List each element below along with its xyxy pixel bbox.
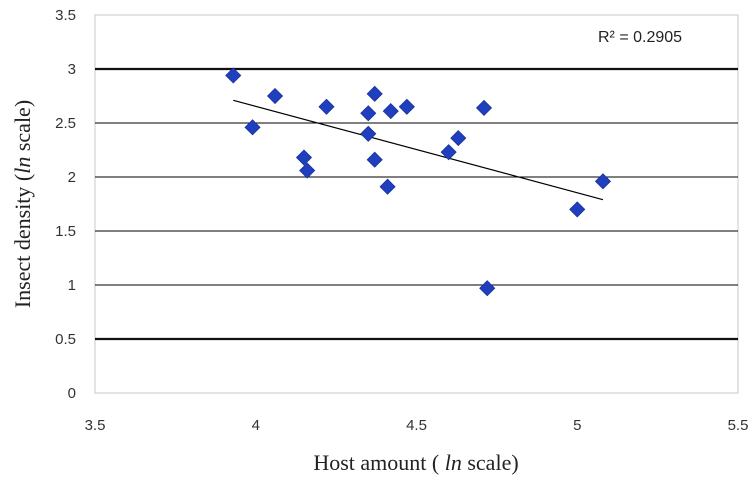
x-tick-labels: 3.5 4 4.5 5 5.5 [85,417,749,434]
data-point [266,87,284,105]
r-squared-annotation: R² = 0.2905 [598,29,682,46]
trendline [233,99,604,201]
data-point [479,280,496,297]
data-point [295,149,313,166]
y-tick-label: 0.5 [55,331,76,348]
data-point [382,103,399,120]
y-tick-label: 2 [68,169,76,186]
data-point [225,67,242,84]
data-point [244,119,261,136]
x-axis-title: Host amount ( ln scale) [313,450,518,475]
data-point [299,162,316,179]
data-points [225,67,612,297]
data-point [450,130,467,147]
data-point [366,85,383,102]
x-tick-label: 4 [252,417,260,434]
data-point [398,98,415,115]
gridlines [95,67,738,394]
plot-frame [94,14,739,394]
x-tick-label: 4.5 [406,417,427,434]
x-tick-label: 5 [573,417,581,434]
data-point [594,173,612,190]
data-point [440,144,457,161]
x-tick-label: 5.5 [728,417,749,434]
y-axis-title: Insect density (ln scale) [10,100,35,308]
y-tick-label: 0 [68,385,76,402]
data-point [366,151,383,168]
y-tick-label: 3.5 [55,7,76,24]
y-tick-label: 2.5 [55,115,76,132]
y-tick-label: 1.5 [55,223,76,240]
data-point [569,201,586,218]
y-tick-label: 1 [68,277,76,294]
y-tick-labels: 0 0.5 1 1.5 2 2.5 3 3.5 [55,7,76,402]
y-tick-label: 3 [68,61,76,78]
data-point [475,99,493,116]
data-point [360,105,377,122]
data-point [360,125,377,142]
data-point [379,178,396,195]
data-point [318,98,335,115]
x-tick-label: 3.5 [85,417,106,434]
